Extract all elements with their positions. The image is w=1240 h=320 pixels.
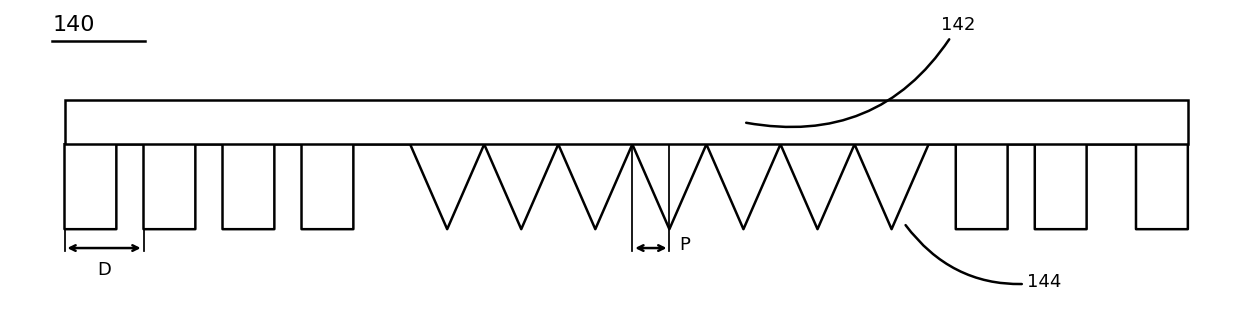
Text: 142: 142	[746, 16, 976, 127]
Text: P: P	[680, 236, 691, 254]
Text: D: D	[97, 260, 110, 279]
Bar	[64, 100, 1188, 144]
Text: 140: 140	[52, 15, 94, 35]
Text: 144: 144	[905, 225, 1061, 291]
